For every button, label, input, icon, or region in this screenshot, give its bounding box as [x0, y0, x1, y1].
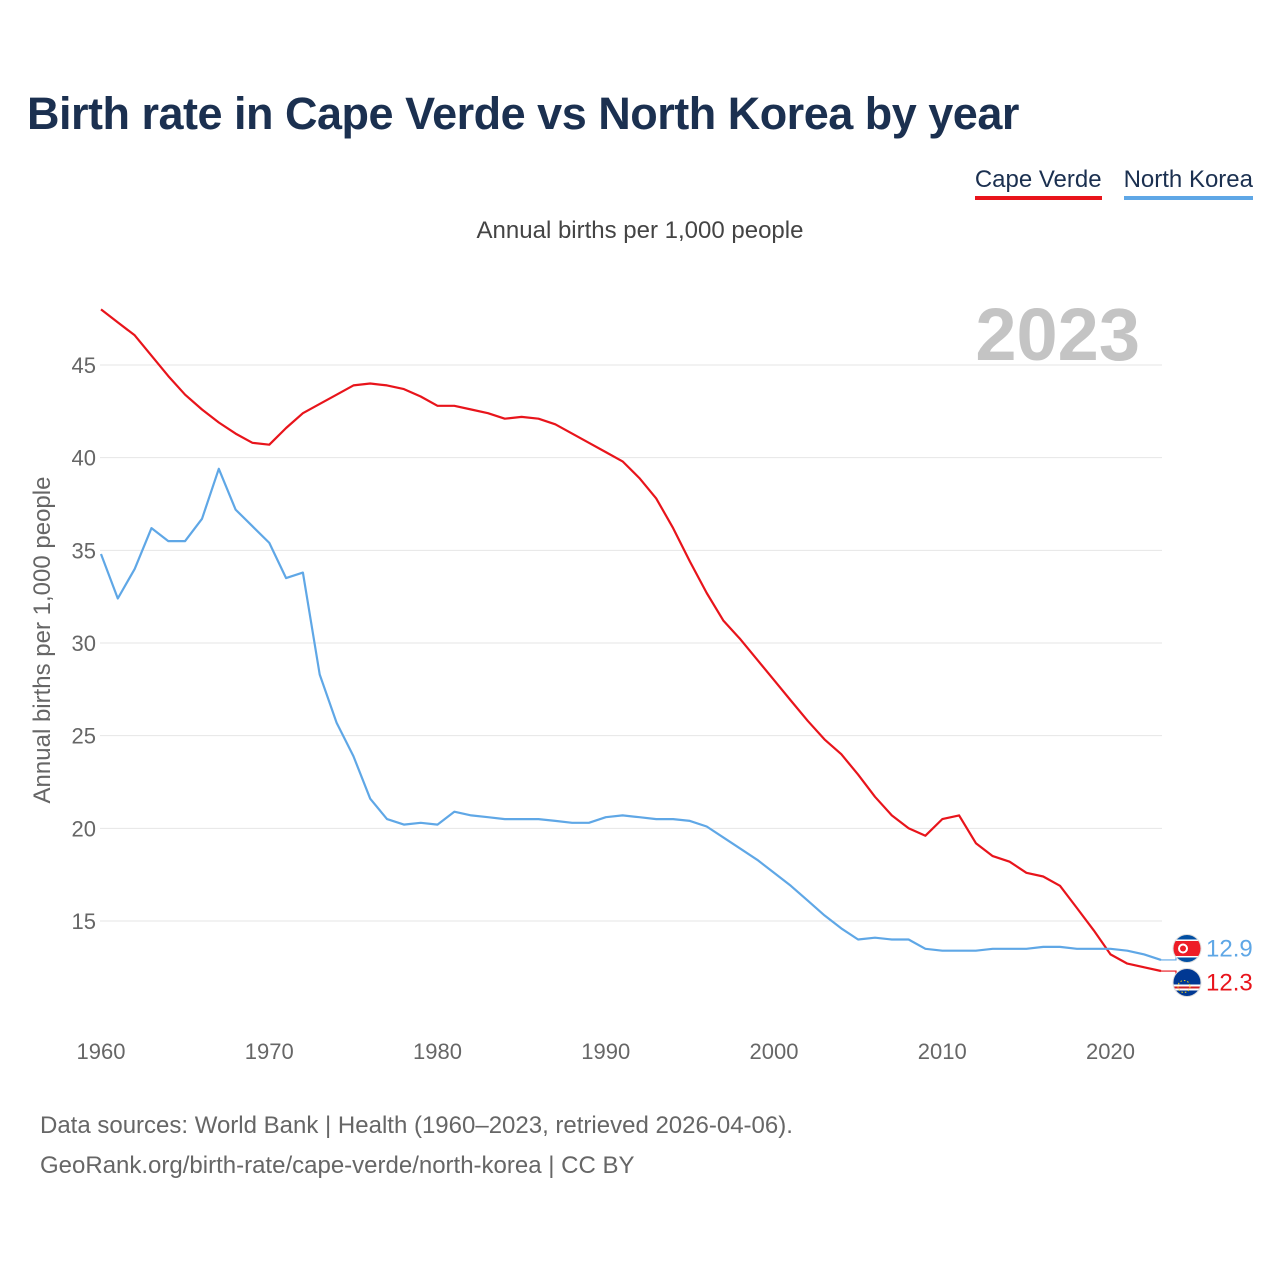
x-tick-label: 1990	[581, 1039, 630, 1064]
north-korea-flag-icon	[1172, 933, 1202, 963]
data-source-text: Data sources: World Bank | Health (1960–…	[40, 1112, 793, 1139]
series-line-cape-verde[interactable]	[100, 308, 1162, 973]
y-tick-label: 15	[72, 909, 96, 934]
legend-item-cape-verde[interactable]: Cape Verde	[974, 166, 1102, 200]
chart-subtitle: Annual births per 1,000 people	[476, 217, 804, 244]
x-tick-label: 2020	[1086, 1039, 1135, 1064]
x-tick-label: 1980	[413, 1039, 462, 1064]
y-tick-label: 40	[72, 446, 96, 471]
gridlines	[100, 364, 1162, 922]
chart-title: Birth rate in Cape Verde vs North Korea …	[27, 88, 1019, 139]
end-marker-north-korea: 12.9	[1161, 933, 1253, 963]
axis-ticks: 15 20 25 30 35 40 45 1960 1970 1980 1990 2000 2010 20…	[72, 353, 1135, 1064]
source-link[interactable]: GeoRank.org/birth-rate/cape-verde/north-…	[40, 1152, 635, 1179]
end-markers: 12.9 12.3	[1161, 933, 1253, 997]
series-lines	[99, 308, 1162, 973]
legend: Cape Verde North Korea	[974, 166, 1253, 200]
end-value-label-north-korea: 12.9	[1206, 935, 1253, 962]
y-tick-label: 20	[72, 816, 96, 841]
series-line-north-korea[interactable]	[99, 467, 1162, 961]
cape-verde-flag-icon	[1172, 967, 1202, 997]
y-tick-label: 25	[72, 724, 96, 749]
x-tick-label: 1970	[245, 1039, 294, 1064]
y-axis-label: Annual births per 1,000 people	[29, 477, 56, 804]
y-tick-label: 45	[72, 353, 96, 378]
y-tick-label: 35	[72, 538, 96, 563]
footer: Data sources: World Bank | Health (1960–…	[40, 1106, 793, 1186]
end-marker-cape-verde: 12.3	[1161, 967, 1253, 997]
x-tick-label: 1960	[77, 1039, 126, 1064]
year-label: 2023	[975, 293, 1140, 376]
legend-item-north-korea[interactable]: North Korea	[1123, 166, 1253, 200]
y-tick-label: 30	[72, 631, 96, 656]
end-value-label-cape-verde: 12.3	[1206, 969, 1253, 996]
x-tick-label: 2000	[750, 1039, 799, 1064]
x-tick-label: 2010	[918, 1039, 967, 1064]
